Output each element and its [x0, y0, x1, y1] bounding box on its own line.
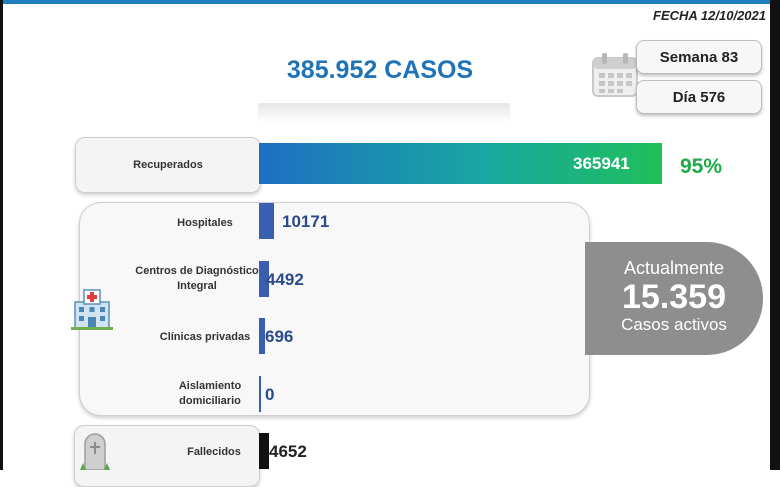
recovered-value: 365941	[573, 154, 630, 173]
recovered-percent: 95%	[680, 155, 723, 178]
active-cases-suffix: Casos activos	[621, 315, 727, 334]
active-cases-badge: Actualmente 15.359 Casos activos	[585, 242, 763, 355]
hospitales-value: 10171	[282, 212, 330, 231]
aislamiento-label: Aislamiento domiciliario	[178, 380, 242, 407]
hospital-icon	[71, 289, 113, 330]
week-badge: Semana 83	[636, 40, 762, 74]
hospitales-bar	[259, 203, 274, 239]
top-band	[0, 0, 780, 4]
fallecidos-bar	[259, 433, 269, 469]
date-label: FECHA 12/10/2021	[653, 8, 766, 23]
clinicas-label: Clínicas privadas	[159, 331, 251, 343]
aislamiento-bar	[259, 376, 261, 412]
calendar-icon	[592, 53, 638, 97]
aislamiento-value: 0	[265, 385, 275, 404]
hospitales-label: Hospitales	[177, 217, 233, 229]
hospitalization-panel	[79, 202, 590, 416]
total-underline	[258, 103, 510, 123]
frame-right	[770, 0, 780, 470]
total-cases: 385.952 CASOS	[286, 56, 474, 84]
tombstone-icon	[80, 433, 110, 470]
active-cases-value: 15.359	[622, 278, 726, 316]
day-badge: Día 576	[636, 80, 762, 114]
fallecidos-value: 4652	[269, 442, 307, 461]
recovered-label: Recuperados	[133, 159, 203, 171]
fallecidos-label: Fallecidos	[187, 446, 241, 458]
frame-left	[0, 0, 3, 470]
active-cases-prefix: Actualmente	[623, 258, 725, 278]
cdi-bar	[259, 261, 269, 297]
clinicas-bar	[259, 318, 265, 354]
cdi-label: Centros de Diagnóstico Integral	[135, 265, 259, 292]
recovered-label-box: Recuperados	[75, 137, 261, 193]
recovered-bar	[259, 143, 662, 184]
cdi-value: 4492	[266, 270, 304, 289]
clinicas-value: 696	[265, 327, 294, 346]
